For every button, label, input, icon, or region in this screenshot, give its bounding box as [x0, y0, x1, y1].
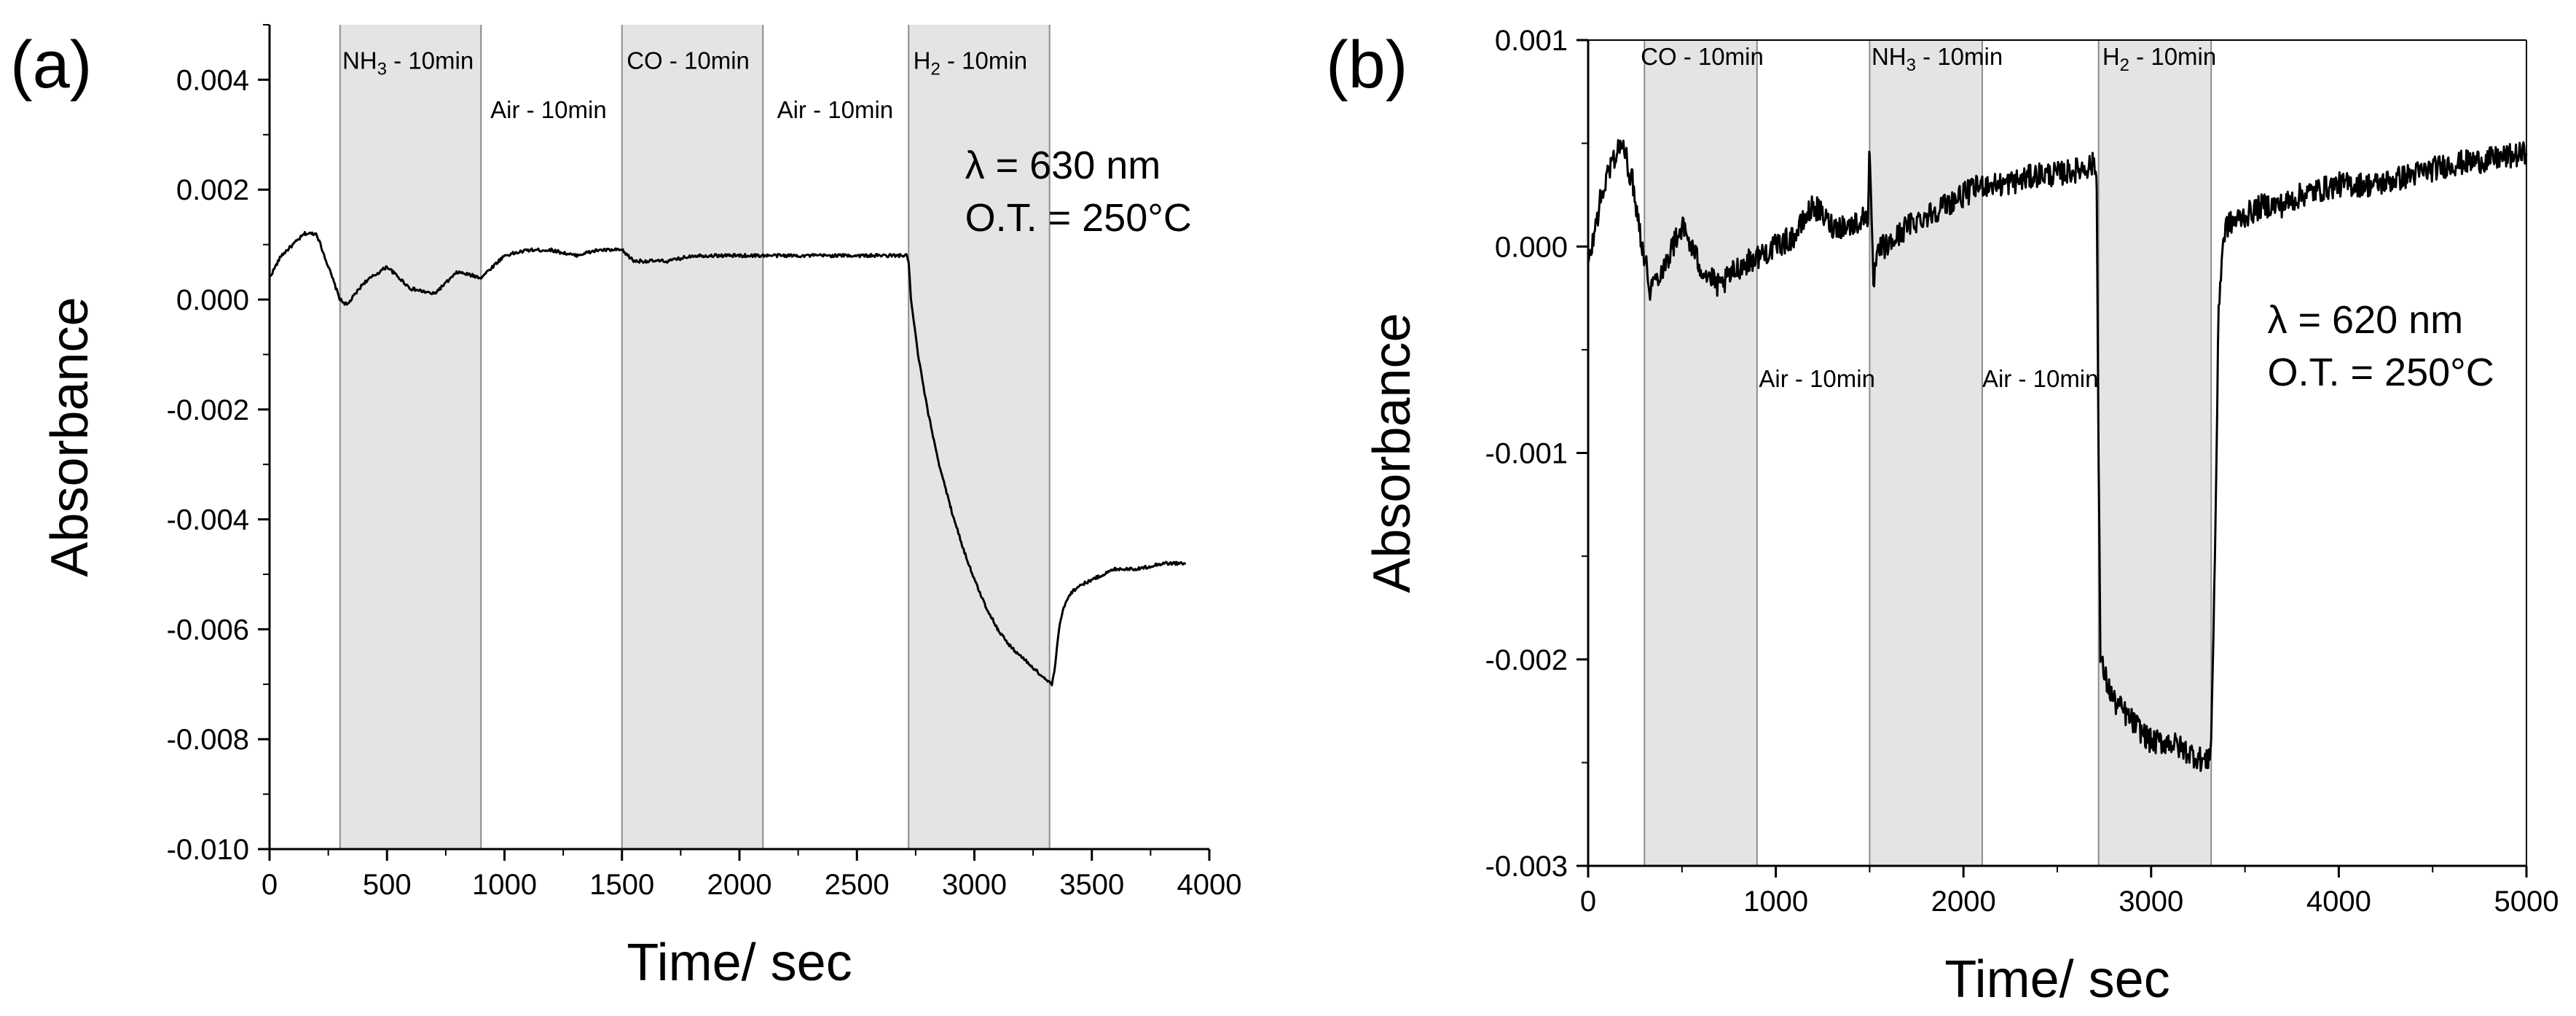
x-tick-label: 3500 [1059, 869, 1124, 901]
y-tick-label: -0.002 [1485, 644, 1568, 676]
y-tick-label: -0.010 [167, 834, 249, 866]
temperature-annotation: O.T. = 250°C [965, 196, 1192, 240]
gas-phase-label: CO - 10min [627, 47, 750, 74]
x-tick-label: 0 [262, 869, 278, 901]
y-tick-label: -0.003 [1485, 851, 1568, 883]
y-tick-label: 0.002 [176, 174, 249, 206]
panel-label: (a) [10, 28, 92, 102]
x-tick-label: 2000 [707, 869, 772, 901]
y-axis-title: Absorbance [41, 297, 99, 577]
gas-phase-label: Air - 10min [490, 96, 607, 123]
x-tick-label: 2500 [825, 869, 890, 901]
gas-phase-label: H2 - 10min [2102, 43, 2216, 75]
x-tick-label: 4000 [2306, 886, 2371, 918]
y-tick-label: 0.000 [176, 284, 249, 316]
x-tick-label: 1000 [1743, 886, 1808, 918]
gas-exposure-band [2098, 40, 2212, 866]
gas-phase-label: Air - 10min [1982, 365, 2099, 392]
x-tick-label: 5000 [2494, 886, 2559, 918]
x-tick-label: 2000 [1931, 886, 1996, 918]
x-axis-title: Time/ sec [627, 934, 852, 992]
y-tick-label: 0.004 [176, 64, 249, 96]
gas-exposure-band [339, 25, 482, 849]
wavelength-annotation: λ = 620 nm [2268, 298, 2464, 342]
x-tick-label: 500 [363, 869, 412, 901]
y-tick-label: 0.001 [1495, 25, 1568, 57]
gas-exposure-band [621, 25, 763, 849]
wavelength-annotation: λ = 630 nm [965, 144, 1161, 187]
gas-phase-label: Air - 10min [777, 96, 894, 123]
y-axis-title: Absorbance [1363, 313, 1421, 593]
gas-phase-label: Air - 10min [1759, 365, 1875, 392]
x-tick-label: 3000 [942, 869, 1007, 901]
chart-panel-b: 0 1000 2000 3000 4000 5000 0.001 0.000 -0.001 -0.… [1326, 25, 2559, 1009]
x-tick-label: 4000 [1177, 869, 1242, 901]
gas-phase-label: NH3 - 10min [342, 47, 474, 79]
gas-exposure-band [1644, 40, 1757, 866]
y-tick-label: -0.006 [167, 614, 249, 646]
y-tick-label: -0.004 [167, 504, 249, 536]
x-axis-title: Time/ sec [1944, 950, 2169, 1009]
y-tick-label: 0.000 [1495, 231, 1568, 263]
y-tick-label: -0.001 [1485, 438, 1568, 470]
chart-panel-a: 0 500 1000 1500 2000 2500 3000 3500 4000 0.004 0.0… [10, 24, 1242, 992]
gas-phase-label: CO - 10min [1641, 43, 1764, 70]
y-tick-label: -0.002 [167, 394, 249, 426]
x-tick-label: 0 [1580, 886, 1596, 918]
temperature-annotation: O.T. = 250°C [2268, 351, 2494, 394]
gas-phase-label: NH3 - 10min [1872, 43, 2003, 75]
gas-exposure-band [1869, 40, 1982, 866]
panel-label: (b) [1326, 28, 1407, 102]
x-tick-label: 1500 [589, 869, 654, 901]
gas-phase-label: H2 - 10min [914, 47, 1027, 79]
x-tick-label: 1000 [472, 869, 537, 901]
y-tick-label: -0.008 [167, 724, 249, 756]
x-tick-label: 3000 [2118, 886, 2183, 918]
data-series-line [268, 230, 1187, 687]
data-series-line [1587, 138, 2528, 773]
